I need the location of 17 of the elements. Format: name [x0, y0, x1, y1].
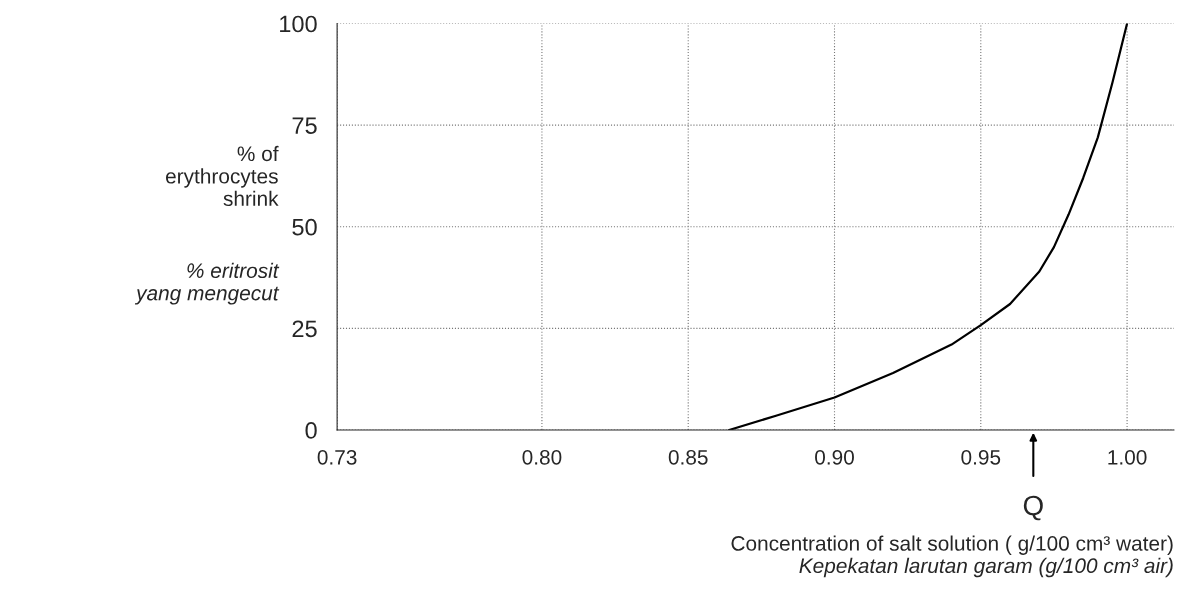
- x-tick-label: 0.73: [317, 449, 357, 465]
- text: Kepekatan larutan garam (g/100 cm³ air): [799, 557, 1173, 578]
- y-tick-label: 0: [305, 422, 317, 439]
- y-tick-label: 100: [280, 15, 317, 33]
- text: Q: [1023, 495, 1043, 521]
- text: % eritrosit yang mengecut: [134, 262, 280, 305]
- y-tick-label: 25: [292, 320, 317, 338]
- x-tick-label: 0.80: [522, 449, 562, 465]
- x-tick-label: 0.95: [961, 449, 1001, 465]
- x-axis-title: Concentration of salt solution ( g/100 cm³ water): [731, 535, 1173, 555]
- line-series: [728, 23, 1129, 430]
- y-tick-label: 75: [292, 117, 317, 134]
- y-axis-title: % of erythrocytes shrink: [165, 145, 279, 207]
- x-tick-label: 0.90: [815, 449, 854, 465]
- x-tick-label: 0.85: [668, 449, 708, 465]
- x-tick-label: 1.00: [1108, 449, 1147, 465]
- y-tick-label: 50: [292, 218, 317, 236]
